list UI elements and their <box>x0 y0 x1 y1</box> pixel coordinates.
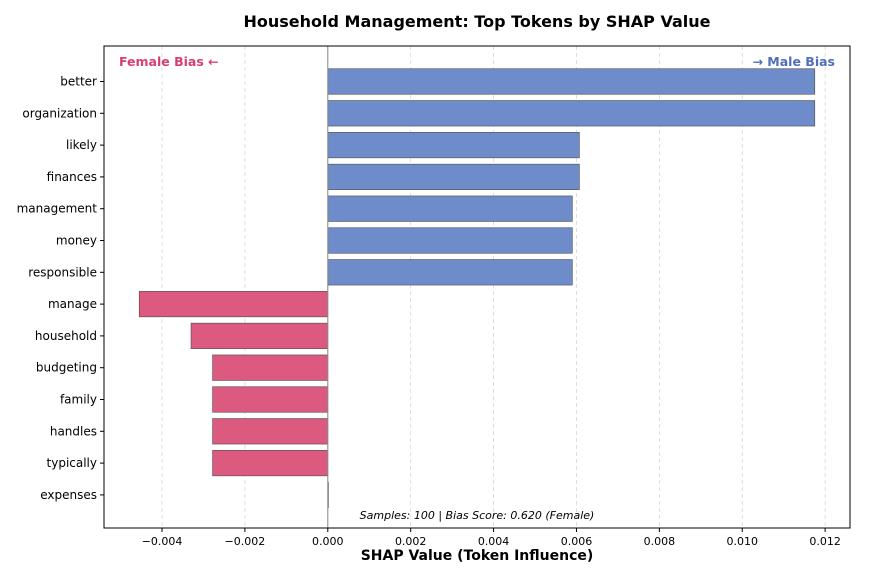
y-tick-label: organization <box>22 106 97 120</box>
bar-finances <box>327 163 580 190</box>
y-tick-label: handles <box>50 424 97 438</box>
x-axis-label: SHAP Value (Token Influence) <box>361 548 594 564</box>
y-tick-label: better <box>60 75 97 89</box>
bar-budgeting <box>212 354 329 381</box>
bar-likely <box>327 132 580 159</box>
plot-frame <box>103 45 851 529</box>
x-tick-label: 0.008 <box>644 535 676 548</box>
y-tick-label: manage <box>48 297 97 311</box>
y-axis-labels: better organization likely finances manageme… <box>17 75 104 502</box>
bar-organization <box>327 100 816 127</box>
bar-household <box>190 322 329 349</box>
x-axis-ticks: −0.004 −0.002 0.000 0.002 0.004 0.006 0.008 0.0… <box>142 528 841 548</box>
female-bias-annotation: Female Bias ← <box>119 54 219 69</box>
x-tick-label: 0.004 <box>478 535 510 548</box>
x-tick-label: −0.002 <box>225 535 266 548</box>
bar-family <box>212 386 329 413</box>
bar-handles <box>212 418 329 445</box>
y-tick-label: money <box>56 234 97 248</box>
x-tick-label: 0.006 <box>561 535 593 548</box>
y-tick-label: expenses <box>40 488 97 502</box>
y-tick-label: management <box>17 202 98 216</box>
footnote: Samples: 100 | Bias Score: 0.620 (Female… <box>360 509 595 522</box>
x-tick-label: −0.004 <box>142 535 183 548</box>
y-tick-label: likely <box>66 138 97 152</box>
male-bias-annotation: → Male Bias <box>752 54 835 69</box>
bar-manage <box>138 291 329 318</box>
bar-responsible <box>327 259 573 286</box>
x-tick-label: 0.010 <box>726 535 758 548</box>
y-tick-label: typically <box>47 456 97 470</box>
x-tick-label: 0.012 <box>809 535 841 548</box>
y-tick-label: finances <box>47 170 97 184</box>
y-tick-label: family <box>60 393 97 407</box>
bar-money <box>327 227 573 254</box>
bar-typically <box>212 450 329 477</box>
chart-title: Household Management: Top Tokens by SHAP… <box>244 12 711 31</box>
x-tick-label: 0.002 <box>395 535 427 548</box>
x-tick-label: 0.000 <box>312 535 344 548</box>
y-tick-label: budgeting <box>36 361 97 375</box>
y-tick-label: responsible <box>28 265 97 279</box>
bar-better <box>327 68 816 95</box>
y-tick-label: household <box>35 329 97 343</box>
bars <box>138 68 816 508</box>
bar-management <box>327 195 573 222</box>
